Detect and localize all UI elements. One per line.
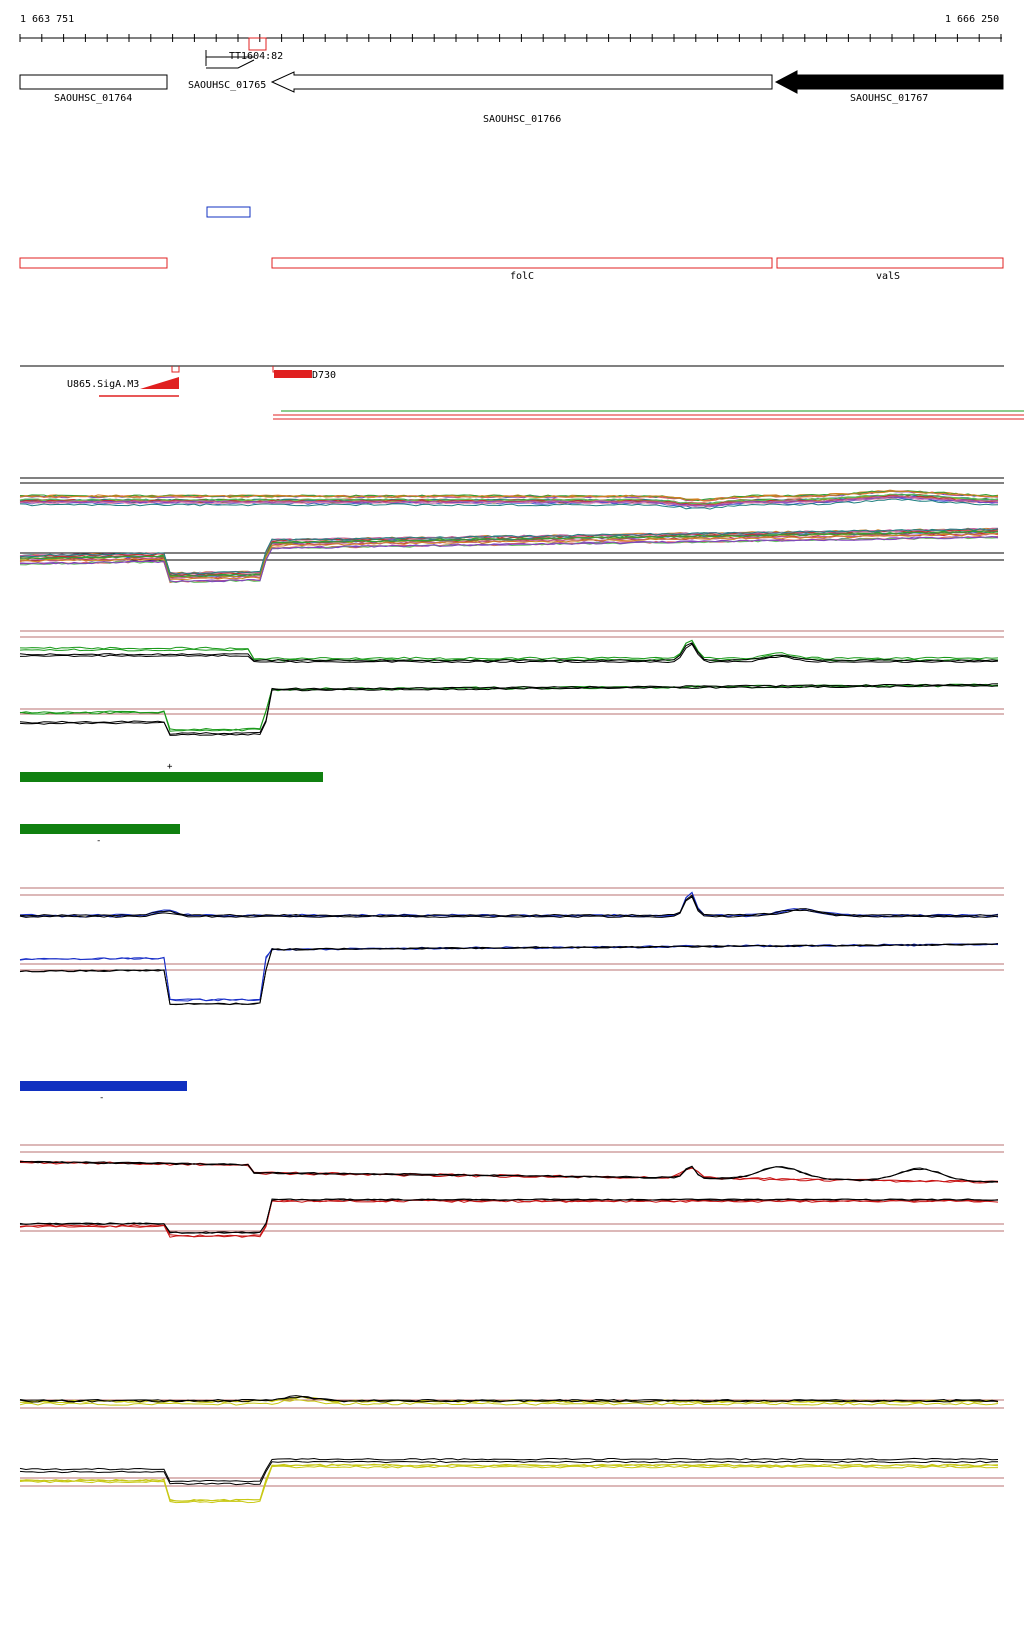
signal-line-black xyxy=(19,683,999,735)
signal-line-black xyxy=(19,1460,999,1486)
segment-green-minus[interactable]: - xyxy=(20,824,180,846)
signal-line-black xyxy=(19,642,999,662)
gene-label: SAOUHSC_01764 xyxy=(54,93,132,104)
gene-label: SAOUHSC_01765 xyxy=(188,80,266,91)
range-start-label: 1 663 751 xyxy=(20,14,74,25)
promoter-marker xyxy=(171,366,180,373)
condition-line-lower xyxy=(20,535,999,583)
signal-line-green xyxy=(19,684,999,732)
multi-condition-expression-track xyxy=(19,477,1004,584)
signal-line-blue xyxy=(19,943,999,1002)
gene-arrow xyxy=(270,71,773,93)
signal-line-green xyxy=(19,683,999,731)
signal-line-blue xyxy=(19,943,999,1002)
signal-line-black xyxy=(19,1395,999,1403)
annotation-label: folC xyxy=(510,271,534,282)
gene-saouhsc-01767[interactable]: SAOUHSC_01767 xyxy=(774,70,1004,104)
blue-feature-box[interactable] xyxy=(206,206,251,218)
promoter-left[interactable]: U865.SigA.M3 xyxy=(67,366,180,397)
promoter-label: D730 xyxy=(312,370,336,381)
promoter-block xyxy=(274,370,312,378)
gene-saouhsc-01766[interactable]: SAOUHSC_01766 xyxy=(270,71,773,125)
promoter-label: U865.SigA.M3 xyxy=(67,379,139,390)
condition-line-upper xyxy=(19,498,999,510)
segment-bar xyxy=(20,772,323,782)
expression-track-red xyxy=(19,1144,1004,1238)
terminator-label: TT1604:82 xyxy=(229,51,283,62)
signal-line-yellow xyxy=(19,1399,999,1406)
coordinate-ruler: 1 663 751 1 666 250 xyxy=(19,14,1002,42)
signal-line-red xyxy=(19,1199,999,1238)
annotation-box-left[interactable] xyxy=(19,257,168,269)
promoter-right[interactable]: D730 xyxy=(272,366,336,381)
gene-body xyxy=(19,74,168,90)
signal-line-black xyxy=(19,896,999,918)
signal-line-yellow xyxy=(19,1465,998,1504)
expression-track-blue xyxy=(19,887,1004,1006)
signal-line-black xyxy=(19,943,999,1006)
expression-track-yellow xyxy=(19,1395,1004,1504)
signal-line-black xyxy=(19,643,999,664)
condition-line-upper xyxy=(19,490,999,502)
gene-saouhsc-01765[interactable]: SAOUHSC_01765 xyxy=(188,80,266,91)
signal-line-yellow xyxy=(19,1463,999,1502)
condition-line-lower xyxy=(19,528,999,575)
condition-line-lower xyxy=(19,530,999,578)
annotation-box xyxy=(271,257,773,269)
signal-line-black xyxy=(19,894,999,917)
segment-bar xyxy=(20,824,180,834)
strand-minus-label: - xyxy=(96,836,101,846)
gene-label: SAOUHSC_01767 xyxy=(850,93,928,104)
segment-blue-minus[interactable]: - xyxy=(20,1081,187,1103)
promoter-ramp xyxy=(140,377,179,389)
range-end-label: 1 666 250 xyxy=(945,14,999,25)
terminator-marker xyxy=(248,37,267,51)
gene-name-track: folC valS xyxy=(19,257,1004,282)
strand-minus-label: - xyxy=(99,1093,104,1103)
condition-line-upper xyxy=(19,495,999,507)
signal-line-black xyxy=(20,1198,999,1234)
gene-saouhsc-01764[interactable]: SAOUHSC_01764 xyxy=(19,74,168,104)
expression-track-green xyxy=(19,630,1004,736)
annotation-vals[interactable]: valS xyxy=(776,257,1004,282)
signal-line-green xyxy=(19,639,999,660)
signal-line-black xyxy=(19,1457,999,1483)
segment-green-plus[interactable]: + xyxy=(20,762,323,782)
condition-line-lower xyxy=(19,533,999,581)
strand-plus-label: + xyxy=(167,762,173,772)
gene-track: SAOUHSC_01764 SAOUHSC_01765 SAOUHSC_0176… xyxy=(19,70,1004,125)
gene-arrow xyxy=(774,70,1004,94)
annotation-box xyxy=(776,257,1004,269)
annotation-folc[interactable]: folC xyxy=(271,257,773,282)
annotation-label: valS xyxy=(876,271,900,282)
terminator-glyph xyxy=(205,50,255,69)
condition-line-lower xyxy=(19,535,999,583)
segment-bar xyxy=(20,1081,187,1091)
gene-label: SAOUHSC_01766 xyxy=(483,114,561,125)
signal-line-blue xyxy=(19,891,999,917)
signal-line-black xyxy=(19,1160,999,1183)
signal-line-yellow xyxy=(19,1463,999,1502)
promoter-track: U865.SigA.M3 D730 xyxy=(20,365,1024,420)
terminator-feature[interactable]: TT1604:82 xyxy=(205,37,283,69)
signal-line-black xyxy=(19,684,999,736)
